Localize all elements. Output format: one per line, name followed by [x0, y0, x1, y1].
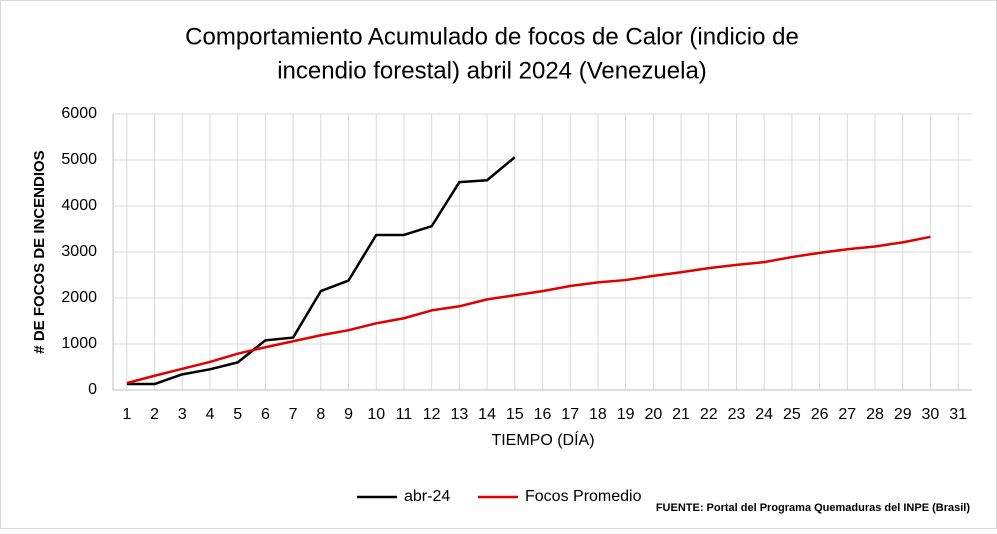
x-tick-label: 14: [478, 406, 496, 423]
x-tick-label: 21: [672, 406, 690, 423]
y-axis-label: # DE FOCOS DE INCENDIOS: [31, 150, 48, 353]
chart-title: Comportamiento Acumulado de focos de Cal…: [185, 23, 799, 50]
x-tick-label: 8: [316, 406, 325, 423]
x-tick-label: 18: [589, 406, 607, 423]
legend-label: Focos Promedio: [525, 488, 642, 505]
x-tick-label: 24: [755, 406, 773, 423]
x-tick-label: 6: [261, 406, 270, 423]
y-tick-label: 4000: [61, 197, 97, 214]
x-tick-label: 31: [949, 406, 967, 423]
x-axis-label: TIEMPO (DÍA): [491, 430, 594, 449]
x-tick-label: 4: [206, 406, 215, 423]
x-tick-label: 1: [122, 406, 131, 423]
y-tick-label: 0: [88, 381, 97, 398]
x-tick-label: 10: [367, 406, 385, 423]
y-tick-label: 3000: [61, 243, 97, 260]
series-line: [126, 156, 516, 386]
y-tick-label: 2000: [61, 289, 97, 306]
x-tick-label: 15: [506, 406, 524, 423]
chart-title: incendio forestal) abril 2024 (Venezuela…: [277, 57, 707, 84]
series-line: [126, 235, 931, 385]
x-tick-label: 20: [644, 406, 662, 423]
x-tick-label: 27: [838, 406, 856, 423]
x-tick-label: 9: [344, 406, 353, 423]
x-tick-label: 28: [866, 406, 884, 423]
y-tick-label: 1000: [61, 335, 97, 352]
y-tick-label: 5000: [61, 151, 97, 168]
x-tick-label: 22: [700, 406, 718, 423]
x-tick-label: 16: [534, 406, 552, 423]
x-tick-label: 13: [450, 406, 468, 423]
x-tick-label: 7: [289, 406, 298, 423]
x-tick-label: 2: [150, 406, 159, 423]
x-tick-label: 23: [728, 406, 746, 423]
x-tick-label: 19: [617, 406, 635, 423]
x-tick-label: 3: [178, 406, 187, 423]
x-tick-label: 11: [396, 406, 413, 423]
x-tick-label: 17: [561, 406, 579, 423]
legend-label: abr-24: [404, 488, 450, 505]
x-tick-label: 12: [423, 406, 441, 423]
x-tick-label: 26: [811, 406, 829, 423]
x-tick-label: 25: [783, 406, 801, 423]
y-tick-label: 6000: [61, 105, 97, 122]
x-tick-label: 5: [233, 406, 242, 423]
x-tick-label: 30: [922, 406, 940, 423]
x-tick-label: 29: [894, 406, 912, 423]
source-note: FUENTE: Portal del Programa Quemaduras d…: [656, 502, 971, 514]
